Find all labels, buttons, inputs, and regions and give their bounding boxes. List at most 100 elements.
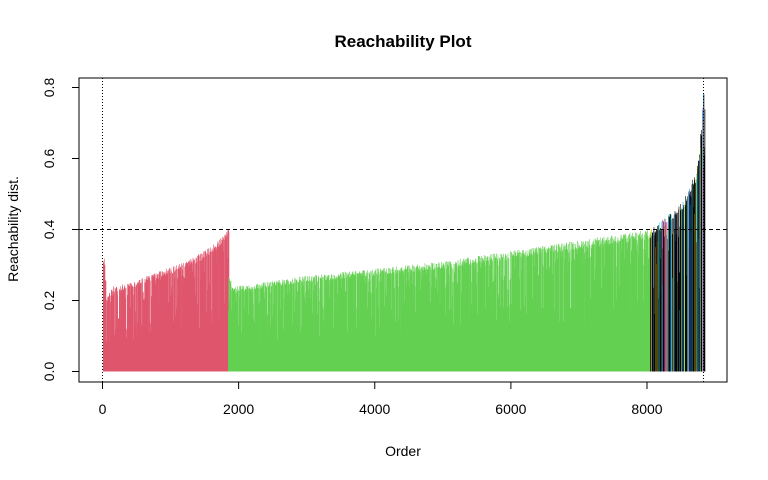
reachability-bar — [154, 273, 155, 372]
reachability-bar — [276, 283, 277, 372]
reachability-bar — [351, 275, 352, 372]
reachability-bar — [465, 272, 467, 372]
reachability-bar — [507, 257, 508, 372]
reachability-bar — [441, 266, 443, 372]
reachability-bar — [507, 307, 508, 372]
reachability-bar — [579, 247, 581, 372]
reachability-bar — [429, 282, 430, 372]
reachability-bar — [619, 240, 621, 372]
reachability-bar — [187, 263, 188, 372]
reachability-bar — [268, 285, 269, 372]
reachability-bar — [372, 275, 374, 372]
reachability-bar — [279, 283, 281, 372]
reachability-bar — [406, 285, 407, 372]
reachability-bar — [634, 239, 635, 372]
reachability-bar — [569, 258, 570, 372]
reachability-bar — [208, 255, 209, 372]
reachability-bar — [362, 270, 363, 372]
reachability-bar — [211, 310, 212, 372]
reachability-bar — [659, 222, 660, 372]
reachability-bar — [527, 256, 528, 372]
reachability-bar — [545, 252, 547, 372]
reachability-bar — [390, 273, 391, 372]
reachability-bar — [446, 283, 447, 372]
reachability-bar — [460, 323, 461, 372]
reachability-bar — [521, 257, 523, 372]
reachability-bar — [292, 284, 294, 372]
reachability-bar — [648, 238, 649, 372]
reachability-bar — [557, 251, 558, 372]
reachability-bar — [275, 284, 276, 372]
reachability-bar — [171, 271, 172, 372]
reachability-bar — [533, 248, 534, 372]
reachability-bar — [393, 271, 394, 372]
reachability-bar — [317, 314, 318, 372]
reachability-bar — [585, 241, 587, 372]
reachability-bar — [609, 243, 611, 372]
reachability-bar — [427, 265, 429, 372]
reachability-bar — [299, 276, 300, 372]
reachability-bar — [637, 240, 638, 372]
reachability-bar — [436, 263, 438, 372]
reachability-bar — [254, 286, 256, 372]
reachability-bar — [526, 256, 527, 372]
reachability-bar — [587, 241, 588, 372]
x-axis-label: Order — [385, 443, 421, 459]
reachability-bar — [560, 251, 561, 372]
reachability-bar — [134, 281, 135, 372]
reachability-bar — [390, 269, 392, 372]
reachability-bar — [222, 236, 223, 372]
reachability-bar — [704, 147, 705, 372]
reachability-bar — [230, 281, 231, 372]
reachability-bar — [591, 248, 592, 372]
reachability-bar — [408, 280, 409, 372]
reachability-bar — [631, 250, 632, 372]
reachability-bar — [190, 265, 191, 372]
reachability-bar — [691, 184, 693, 372]
reachability-bar — [678, 209, 679, 372]
reachability-bar — [220, 238, 221, 372]
reachability-bar — [512, 256, 513, 372]
reachability-bar — [208, 248, 210, 372]
reachability-bar — [307, 276, 309, 372]
reachability-bar — [600, 243, 602, 372]
reachability-bar — [363, 271, 365, 372]
reachability-bar — [693, 183, 694, 372]
reachability-bar — [632, 236, 633, 372]
reachability-bar — [600, 245, 601, 372]
reachability-bar — [266, 287, 267, 372]
reachability-bar — [351, 274, 352, 372]
reachability-bar — [557, 258, 558, 372]
reachability-bar — [281, 284, 282, 372]
reachability-bar — [676, 214, 677, 372]
reachability-bar — [602, 238, 603, 372]
reachability-bar — [328, 275, 330, 372]
reachability-bar — [228, 310, 229, 372]
reachability-bar — [660, 227, 661, 372]
reachability-bar — [532, 298, 533, 372]
reachability-bar — [265, 286, 266, 372]
reachability-bar — [231, 289, 233, 372]
reachability-bar — [684, 204, 685, 372]
reachability-bar — [496, 253, 497, 372]
reachability-bar — [494, 253, 495, 372]
reachability-bar — [172, 273, 173, 372]
reachability-bar — [312, 312, 313, 372]
reachability-bar — [164, 273, 165, 372]
reachability-bar — [124, 285, 125, 372]
reachability-bar — [576, 249, 577, 372]
reachability-bar — [667, 225, 668, 372]
reachability-bar — [541, 249, 543, 372]
reachability-bar — [602, 238, 603, 372]
reachability-bar — [595, 239, 596, 372]
reachability-bar — [396, 270, 398, 372]
reachability-bar — [190, 259, 192, 372]
reachability-bar — [518, 250, 520, 372]
reachability-bar — [571, 241, 572, 372]
reachability-bar — [226, 238, 228, 372]
reachability-bar — [431, 286, 432, 372]
reachability-bar — [334, 279, 335, 372]
reachability-bar — [570, 307, 571, 372]
reachability-bar — [125, 288, 126, 372]
reachability-bar — [228, 229, 229, 372]
